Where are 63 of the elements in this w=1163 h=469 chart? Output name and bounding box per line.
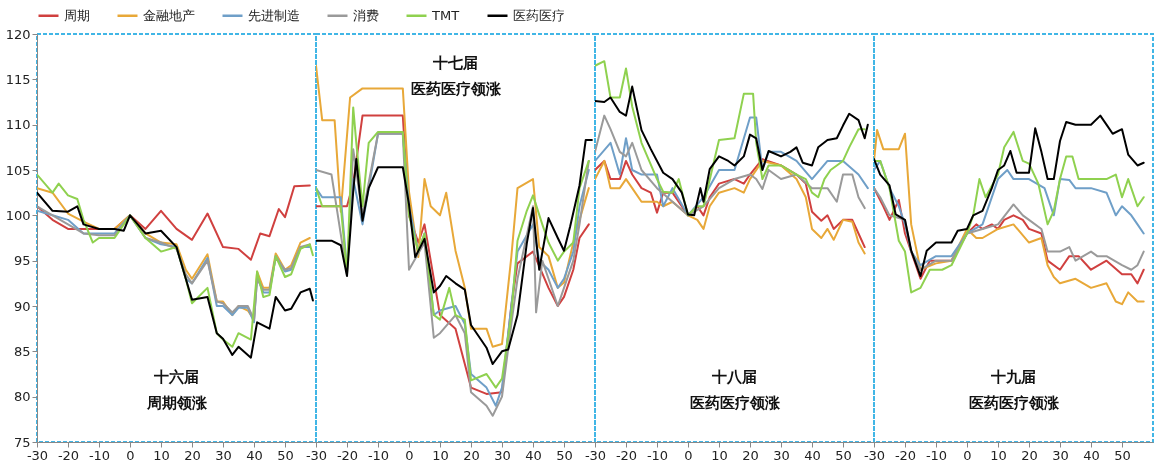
- x-tick-label: 50: [277, 447, 294, 463]
- x-tick-label: 20: [742, 447, 759, 463]
- x-tick-label: 0: [405, 447, 414, 463]
- y-tick-label: 105: [5, 162, 31, 178]
- y-tick-label: 110: [5, 117, 31, 133]
- x-tick-label: -10: [925, 447, 948, 463]
- x-tick-label: 40: [804, 447, 821, 463]
- y-tick-label: 80: [13, 389, 31, 405]
- annotation: 周期领涨: [145, 394, 208, 412]
- x-tick-label: 20: [463, 447, 480, 463]
- x-tick-label: -10: [367, 447, 390, 463]
- legend-label: 周期: [64, 7, 90, 23]
- x-tick-label: -10: [646, 447, 669, 463]
- x-tick-label: -20: [336, 447, 359, 463]
- annotation: 十九届: [990, 368, 1036, 386]
- y-tick-label: 85: [13, 343, 31, 359]
- x-tick-label: 20: [1021, 447, 1038, 463]
- x-tick-label: 10: [432, 447, 449, 463]
- x-tick-label: 30: [215, 447, 232, 463]
- x-tick-label: -20: [615, 447, 638, 463]
- x-tick-label: 30: [494, 447, 511, 463]
- y-tick-label: 75: [13, 434, 31, 450]
- x-tick-label: -20: [894, 447, 917, 463]
- legend-label: TMT: [431, 7, 460, 23]
- x-tick-label: -30: [26, 447, 49, 463]
- x-tick-label: 10: [153, 447, 170, 463]
- legend-label: 先进制造: [248, 7, 300, 23]
- annotation: 医药医疗领涨: [410, 80, 502, 98]
- annotation: 十六届: [153, 368, 199, 386]
- x-tick-label: 40: [525, 447, 542, 463]
- x-tick-label: 20: [184, 447, 201, 463]
- x-tick-label: 30: [773, 447, 790, 463]
- x-tick-label: 40: [246, 447, 263, 463]
- y-tick-label: 95: [13, 253, 31, 269]
- annotation: 医药医疗领涨: [968, 394, 1060, 412]
- x-tick-label: 10: [990, 447, 1007, 463]
- line-series: [37, 184, 311, 261]
- line-series: [37, 191, 314, 359]
- y-tick-label: 90: [13, 298, 31, 314]
- x-tick-label: -20: [57, 447, 80, 463]
- x-tick-label: 50: [556, 447, 573, 463]
- y-tick-label: 115: [5, 71, 31, 87]
- x-tick-label: -30: [305, 447, 328, 463]
- y-tick-label: 120: [5, 26, 31, 42]
- x-tick-label: 0: [963, 447, 972, 463]
- x-tick-label: 50: [835, 447, 852, 463]
- x-tick-label: -30: [863, 447, 886, 463]
- x-tick-label: 0: [684, 447, 693, 463]
- legend-label: 金融地产: [143, 7, 195, 23]
- x-tick-label: 30: [1052, 447, 1069, 463]
- y-tick-label: 100: [5, 207, 31, 223]
- x-tick-label: 50: [1114, 447, 1131, 463]
- annotation: 十七届: [432, 54, 478, 72]
- x-tick-label: 0: [126, 447, 135, 463]
- legend-label: 消费: [353, 7, 379, 23]
- x-tick-label: -10: [88, 447, 111, 463]
- line-series: [37, 173, 314, 348]
- annotation: 医药医疗领涨: [689, 394, 781, 412]
- x-tick-label: 10: [711, 447, 728, 463]
- x-tick-label: -30: [584, 447, 607, 463]
- annotation: 十八届: [711, 368, 757, 386]
- legend-label: 医药医疗: [513, 7, 565, 23]
- x-tick-label: 40: [1083, 447, 1100, 463]
